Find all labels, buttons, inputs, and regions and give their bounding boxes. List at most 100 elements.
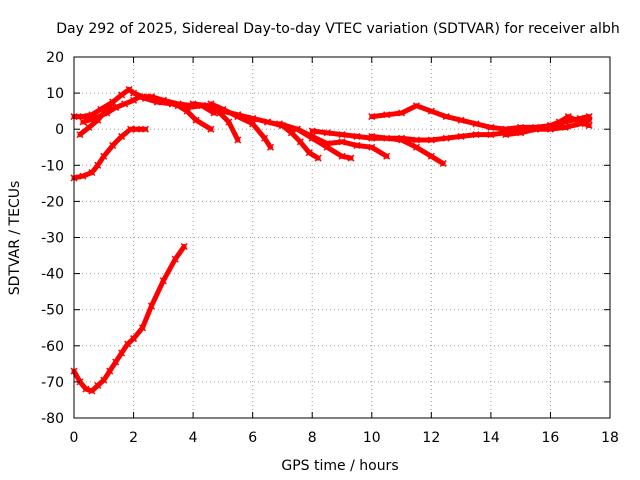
x-tick-label: 4 bbox=[189, 430, 198, 446]
data-point bbox=[517, 129, 525, 137]
y-tick-label: -70 bbox=[41, 375, 64, 391]
data-point bbox=[109, 98, 117, 106]
series-arc-15 bbox=[71, 244, 187, 394]
data-point bbox=[94, 381, 102, 390]
data-point bbox=[79, 113, 87, 121]
data-point bbox=[338, 138, 346, 146]
y-tick-label: -50 bbox=[41, 303, 64, 319]
data-point bbox=[189, 100, 197, 108]
data-point bbox=[171, 255, 179, 263]
data-point bbox=[338, 131, 346, 139]
data-point bbox=[353, 132, 361, 140]
data-point bbox=[192, 116, 200, 124]
data-point bbox=[174, 102, 182, 110]
data-point bbox=[207, 100, 215, 108]
data-point bbox=[141, 94, 149, 103]
data-point bbox=[88, 168, 96, 177]
data-point bbox=[353, 141, 361, 149]
data-point bbox=[100, 376, 108, 384]
series-arc-14 bbox=[503, 114, 592, 138]
data-point bbox=[561, 123, 569, 131]
data-point bbox=[517, 123, 525, 131]
x-axis-label: GPS time / hours bbox=[281, 458, 398, 474]
data-point bbox=[439, 159, 447, 168]
x-tick-label: 10 bbox=[363, 430, 381, 446]
data-point bbox=[249, 120, 257, 128]
data-point bbox=[347, 154, 355, 162]
data-point bbox=[576, 118, 584, 126]
data-point bbox=[487, 123, 495, 131]
data-point bbox=[427, 136, 435, 144]
data-point bbox=[383, 152, 391, 160]
y-axis-label: SDTVAR / TECUs bbox=[7, 181, 23, 296]
data-point bbox=[112, 104, 120, 112]
data-point bbox=[141, 125, 149, 133]
data-point bbox=[94, 161, 102, 169]
data-point bbox=[442, 113, 450, 121]
data-point bbox=[159, 96, 167, 104]
data-point bbox=[585, 122, 593, 130]
data-point bbox=[219, 105, 227, 113]
x-tick-label: 0 bbox=[70, 430, 79, 446]
x-tick-label: 6 bbox=[248, 430, 257, 446]
data-point bbox=[412, 136, 420, 144]
data-point bbox=[109, 141, 117, 149]
y-tick-label: -10 bbox=[41, 158, 64, 174]
data-point bbox=[442, 134, 450, 142]
data-point bbox=[368, 113, 376, 121]
data-point bbox=[308, 132, 316, 140]
data-point bbox=[124, 340, 132, 348]
data-point bbox=[118, 91, 126, 99]
data-point bbox=[502, 125, 510, 133]
data-point bbox=[234, 136, 242, 144]
data-point bbox=[88, 387, 96, 395]
data-point bbox=[159, 277, 167, 285]
y-tick-label: 10 bbox=[46, 86, 64, 102]
y-tick-label: 20 bbox=[46, 50, 64, 66]
data-point bbox=[261, 134, 269, 142]
y-tick-label: -20 bbox=[41, 194, 64, 210]
data-point bbox=[487, 131, 495, 139]
x-tick-label: 18 bbox=[601, 430, 619, 446]
data-point bbox=[118, 132, 126, 140]
data-point bbox=[112, 358, 120, 366]
data-point bbox=[183, 107, 191, 115]
y-tick-label: -60 bbox=[41, 339, 64, 355]
data-point bbox=[293, 125, 301, 133]
data-point bbox=[79, 118, 87, 126]
y-tick-label: -30 bbox=[41, 231, 64, 247]
x-tick-label: 12 bbox=[422, 430, 440, 446]
data-point bbox=[472, 131, 480, 139]
data-point bbox=[457, 132, 465, 140]
data-point bbox=[398, 109, 406, 117]
data-point bbox=[287, 129, 295, 137]
series-arc-4 bbox=[71, 126, 148, 181]
data-point bbox=[398, 136, 406, 144]
data-point bbox=[267, 143, 275, 151]
series-layer bbox=[70, 85, 593, 395]
data-point bbox=[91, 114, 99, 122]
data-point bbox=[555, 118, 563, 126]
data-point bbox=[138, 324, 147, 332]
x-tick-label: 2 bbox=[129, 430, 138, 446]
data-point bbox=[308, 127, 316, 135]
data-point bbox=[323, 129, 331, 137]
series-arc-11 bbox=[309, 117, 592, 143]
data-point bbox=[133, 125, 141, 133]
y-tick-label: -40 bbox=[41, 267, 64, 283]
data-point bbox=[368, 132, 376, 140]
data-point bbox=[234, 111, 242, 119]
data-point bbox=[180, 242, 188, 251]
data-point bbox=[79, 172, 87, 180]
data-point bbox=[338, 152, 346, 160]
data-point bbox=[305, 149, 313, 157]
data-point bbox=[427, 152, 435, 160]
data-point bbox=[275, 120, 283, 128]
data-point bbox=[412, 143, 420, 151]
data-point bbox=[103, 109, 111, 117]
data-point bbox=[502, 131, 510, 139]
data-point bbox=[130, 335, 138, 343]
data-point bbox=[546, 122, 554, 130]
